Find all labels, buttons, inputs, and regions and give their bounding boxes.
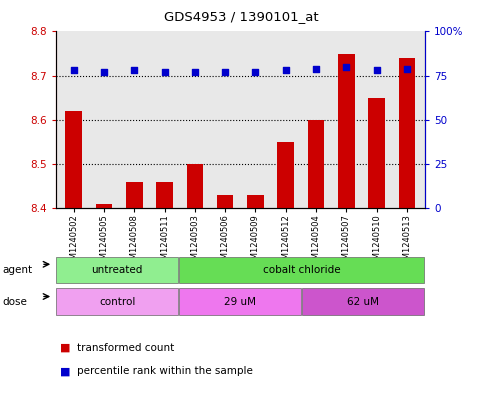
Bar (65, 111, 82, 208)
Bar (398, 58, 415, 208)
Bar (186, 164, 203, 208)
Text: untreated: untreated (91, 265, 143, 275)
Point (312, 66, 320, 72)
Text: transformed count: transformed count (77, 343, 174, 353)
Text: ■: ■ (60, 366, 71, 376)
Bar (156, 182, 173, 208)
Point (282, 67, 290, 73)
Bar (179, 257, 425, 283)
Bar (56, 288, 178, 315)
Point (100, 69, 108, 75)
Point (403, 66, 411, 72)
Text: control: control (99, 297, 135, 307)
Point (373, 67, 381, 73)
Text: ■: ■ (60, 343, 71, 353)
Bar (56, 257, 178, 283)
Bar (126, 182, 142, 208)
Bar (277, 142, 294, 208)
Text: percentile rank within the sample: percentile rank within the sample (77, 366, 253, 376)
Text: GDS4953 / 1390101_at: GDS4953 / 1390101_at (164, 10, 319, 23)
Text: 29 uM: 29 uM (224, 297, 256, 307)
Bar (96, 204, 113, 208)
Bar (338, 53, 355, 208)
Text: agent: agent (2, 265, 32, 275)
Bar (308, 120, 325, 208)
Point (161, 69, 169, 75)
Point (70, 67, 78, 73)
Text: dose: dose (2, 297, 28, 307)
Text: cobalt chloride: cobalt chloride (263, 265, 341, 275)
Point (252, 69, 259, 75)
Point (342, 64, 350, 70)
Bar (217, 195, 233, 208)
Point (191, 69, 199, 75)
Bar (247, 195, 264, 208)
Bar (302, 288, 425, 315)
Point (130, 67, 138, 73)
Bar (179, 288, 301, 315)
Bar (368, 98, 385, 208)
Text: 62 uM: 62 uM (347, 297, 380, 307)
Point (221, 69, 229, 75)
